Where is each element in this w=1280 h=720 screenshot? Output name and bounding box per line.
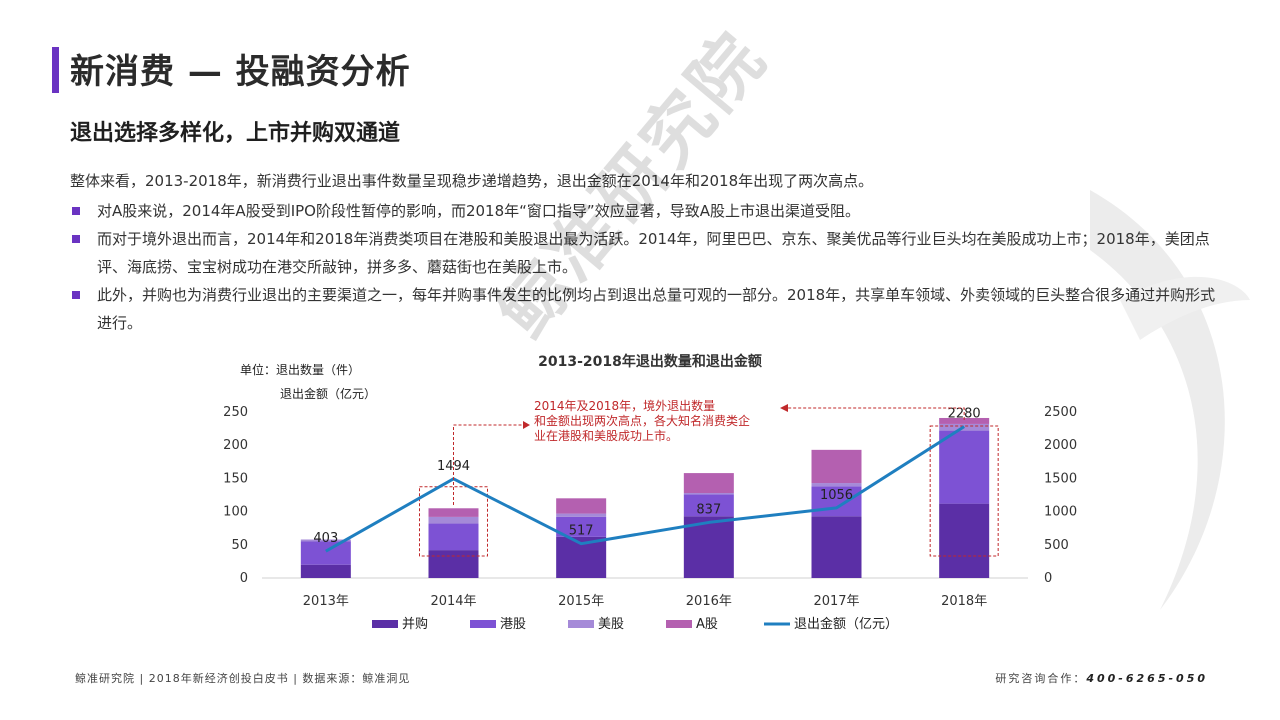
line-data-label: 517 — [569, 524, 594, 539]
highlight-box — [929, 425, 999, 557]
bullet-text: 对A股来说，2014年A股受到IPO阶段性暂停的影响，而2018年“窗口指导”效… — [97, 202, 860, 220]
footer-contact-label: 研究咨询合作： — [995, 672, 1087, 685]
title-accent-bar — [52, 47, 59, 93]
annotation-box — [530, 396, 768, 446]
bar-segment — [556, 513, 607, 517]
bar-segment — [428, 516, 479, 524]
y-left-tick-label: 150 — [223, 471, 248, 486]
bullet-text: 此外，并购也为消费行业退出的主要渠道之一，每年并购事件发生的比例均占到退出总量可… — [97, 286, 1216, 332]
footer-phone: 400-6265-050 — [1086, 672, 1208, 685]
bar-segment — [683, 494, 734, 517]
legend-label: 退出金额（亿元） — [794, 616, 898, 632]
bar-segment — [683, 473, 734, 494]
legend-swatch — [666, 620, 692, 628]
bar-segment — [556, 498, 607, 514]
annotation-connector — [788, 407, 965, 420]
chart-title: 2013-2018年退出数量和退出金额 — [538, 353, 762, 370]
x-tick-label: 2017年 — [813, 594, 859, 609]
page-subtitle: 退出选择多样化，上市并购双通道 — [70, 121, 401, 146]
legend-label: 港股 — [500, 617, 526, 632]
annotation-text: 业在港股和美股成功上市。 — [534, 428, 678, 443]
bar-segment — [939, 430, 990, 504]
x-tick-label: 2015年 — [558, 594, 604, 609]
page-title: 新消费 — 投融资分析 — [70, 52, 411, 92]
bar-segment — [300, 539, 351, 542]
annotation-text: 2014年及2018年，境外退出数量 — [534, 398, 715, 413]
y-left-tick-label: 0 — [240, 571, 248, 586]
y-right-tick-label: 0 — [1044, 571, 1052, 586]
bullet-text: 而对于境外退出而言，2014年和2018年消费类项目在港股和美股退出最为活跃。2… — [97, 230, 1210, 276]
annotation-connector — [453, 424, 526, 505]
intro-text: 整体来看，2013-2018年，新消费行业退出事件数量呈现稳步递增趋势，退出金额… — [70, 172, 874, 190]
highlight-box — [419, 486, 488, 557]
y-right-tick-label: 1500 — [1044, 471, 1077, 486]
legend-label: A股 — [696, 617, 718, 632]
bar-segment — [683, 493, 734, 495]
footer-source: 鲸准研究院 | 2018年新经济创投白皮书 | 数据来源：鲸准洞见 — [75, 672, 411, 685]
x-tick-label: 2018年 — [941, 594, 987, 609]
bullet-square-icon — [72, 291, 80, 299]
bar-segment — [939, 503, 990, 578]
x-tick-label: 2013年 — [303, 594, 349, 609]
legend-label: 美股 — [598, 617, 624, 632]
bullet-square-icon — [72, 207, 80, 215]
bar-segment — [300, 541, 351, 565]
y-right-tick-label: 500 — [1044, 538, 1069, 553]
bullet-item: 对A股来说，2014年A股受到IPO阶段性暂停的影响，而2018年“窗口指导”效… — [70, 197, 1220, 225]
bar-segment — [300, 564, 351, 578]
line-data-label: 1056 — [820, 488, 853, 503]
legend-swatch — [568, 620, 594, 628]
bar-segment — [811, 449, 862, 484]
bullet-item: 而对于境外退出而言，2014年和2018年消费类项目在港股和美股退出最为活跃。2… — [70, 225, 1220, 281]
unit-label-count: 单位：退出数量（件） — [240, 362, 360, 377]
bar-segment — [428, 508, 479, 517]
y-right-tick-label: 2500 — [1044, 405, 1077, 420]
y-left-tick-label: 200 — [223, 438, 248, 453]
line-data-label: 837 — [696, 502, 721, 517]
bar-segment — [428, 550, 479, 578]
y-left-tick-label: 250 — [223, 405, 248, 420]
bullet-list: 对A股来说，2014年A股受到IPO阶段性暂停的影响，而2018年“窗口指导”效… — [70, 197, 1220, 337]
bar-segment — [428, 523, 479, 551]
x-tick-label: 2016年 — [686, 594, 732, 609]
y-right-tick-label: 2000 — [1044, 438, 1077, 453]
y-left-tick-label: 100 — [223, 505, 248, 520]
line-data-label: 403 — [313, 531, 338, 546]
legend-swatch — [470, 620, 496, 628]
bullet-item: 此外，并购也为消费行业退出的主要渠道之一，每年并购事件发生的比例均占到退出总量可… — [70, 281, 1220, 337]
annotation-text: 和金额出现两次高点，各大知名消费类企 — [534, 413, 750, 428]
bar-segment — [811, 516, 862, 578]
x-tick-label: 2014年 — [430, 594, 476, 609]
footer-contact: 研究咨询合作：400-6265-050 — [995, 670, 1208, 686]
bullet-square-icon — [72, 235, 80, 243]
annotation-arrow-icon — [780, 404, 788, 412]
bar-segment — [939, 417, 990, 424]
bar-segment — [556, 516, 607, 537]
unit-label-amount: 退出金额（亿元） — [280, 386, 376, 401]
legend-swatch — [372, 620, 398, 628]
legend-label: 并购 — [402, 616, 428, 632]
annotation-arrow-icon — [523, 421, 530, 429]
line-series-amount — [325, 425, 965, 553]
y-left-tick-label: 50 — [231, 538, 248, 553]
y-right-tick-label: 1000 — [1044, 505, 1077, 520]
line-data-label: 1494 — [437, 459, 470, 474]
bar-segment — [811, 483, 862, 487]
